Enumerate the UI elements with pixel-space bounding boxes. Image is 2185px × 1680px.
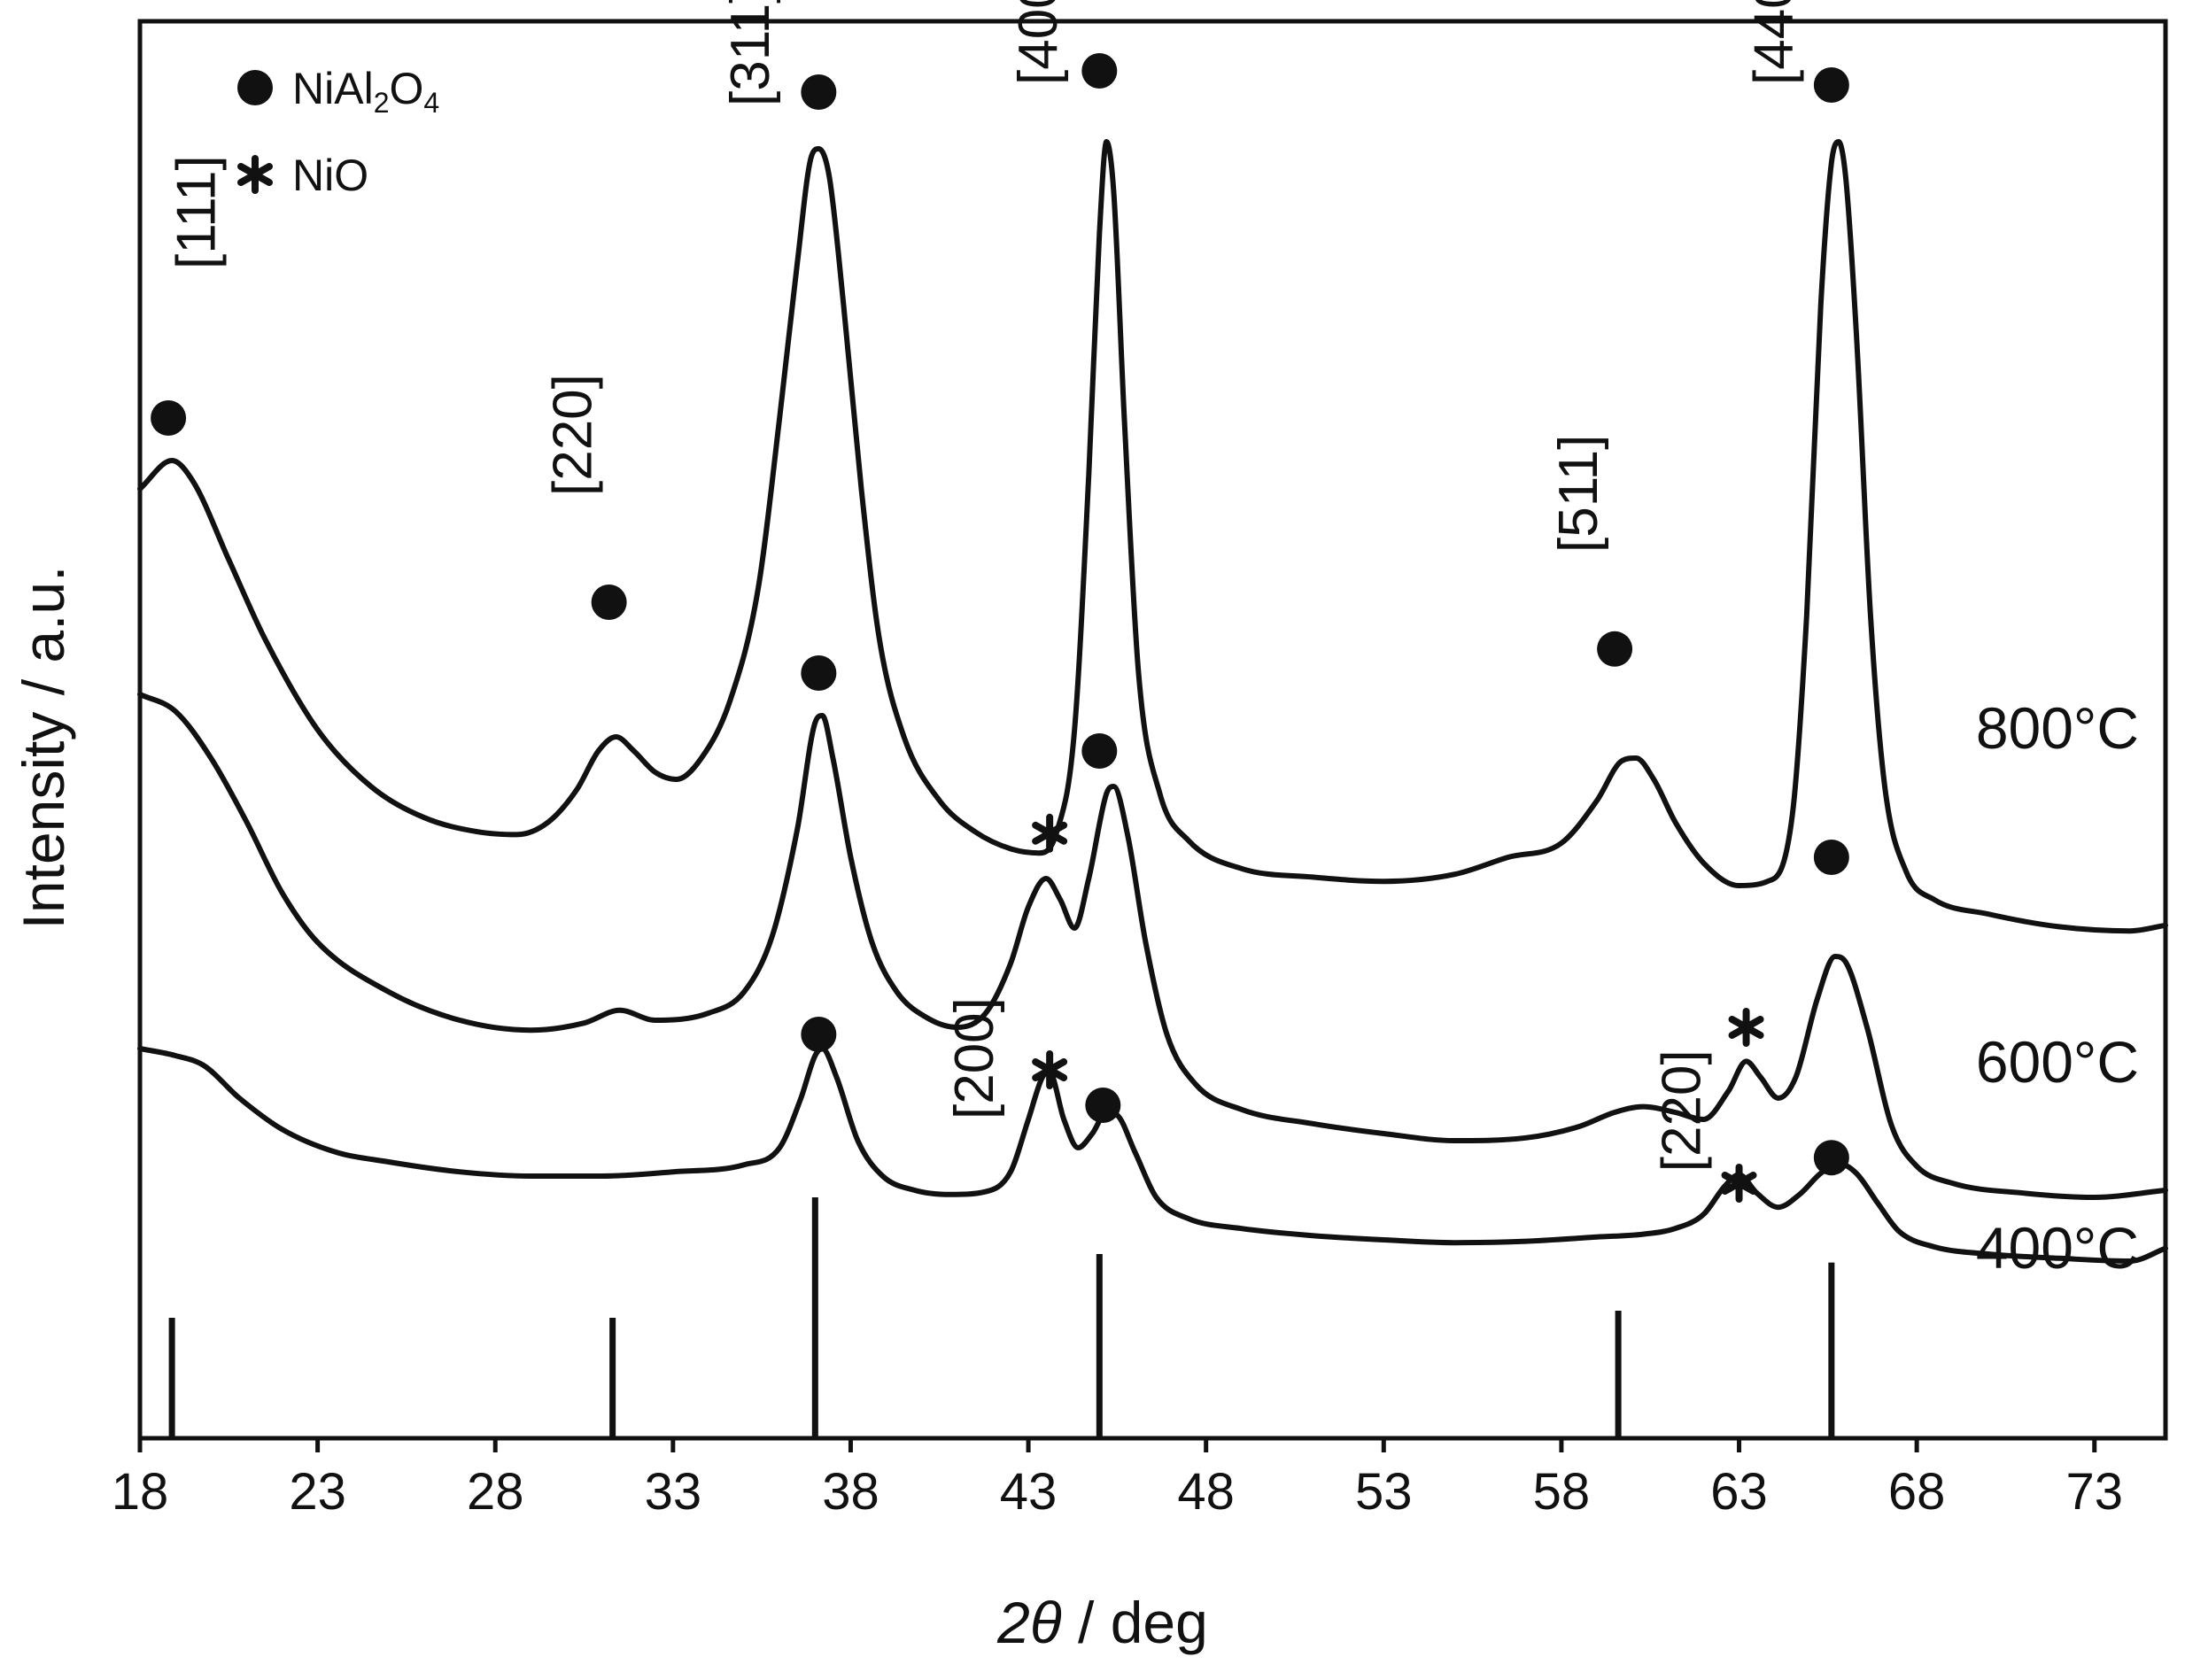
sample-label-400c: 400°C: [1976, 1215, 2139, 1281]
nial2o4-marker-10: [1085, 1088, 1121, 1123]
hkl-label-5: [440]: [1744, 0, 1805, 85]
x-tick-label-58: 58: [1533, 1463, 1591, 1521]
x-axis-ticks: 18 23 28 33 38 43 48 53 58 63 68 73: [112, 1438, 2123, 1521]
hkl-label-4: [511]: [1548, 435, 1609, 553]
legend-asterisk-icon: [237, 155, 273, 194]
reference-lines: [168, 1197, 1835, 1438]
nio-marker-1: [1728, 1008, 1764, 1047]
x-tick-label-28: 28: [467, 1463, 524, 1521]
hkl-label-7: [220]: [1651, 1049, 1712, 1172]
nial2o4-marker-5: [1813, 67, 1849, 103]
x-tick-label-43: 43: [1000, 1463, 1058, 1521]
nial2o4-marker-4: [1597, 631, 1633, 667]
nio-marker-2: [1032, 1050, 1068, 1089]
series-line-600c: [137, 692, 2168, 1200]
sample-label-800c: 800°C: [1976, 695, 2139, 761]
x-tick-label-73: 73: [2065, 1463, 2123, 1521]
nial2o4-marker-9: [801, 1017, 837, 1052]
legend-circle-marker-icon: [237, 70, 273, 105]
x-tick-label-18: 18: [112, 1463, 169, 1521]
nial2o4-marker-11: [1813, 1140, 1849, 1176]
hkl-label-1: [220]: [543, 374, 604, 496]
y-axis-title: Intensity / a.u.: [11, 566, 76, 930]
x-tick-label-53: 53: [1355, 1463, 1413, 1521]
nial2o4-marker-2: [801, 74, 837, 110]
hkl-label-3: [400]: [1008, 0, 1069, 85]
x-tick-label-33: 33: [645, 1463, 702, 1521]
hkl-label-2: [311]: [720, 0, 781, 106]
nio-marker-3: [1721, 1164, 1757, 1203]
x-tick-label-48: 48: [1177, 1463, 1235, 1521]
nial2o4-marker-0: [151, 400, 187, 436]
series-line-800c: [137, 139, 2168, 934]
x-tick-label-23: 23: [289, 1463, 346, 1521]
markers-group: [151, 53, 1849, 1203]
series-line-400c: [137, 1046, 2168, 1264]
nial2o4-marker-8: [1813, 840, 1849, 875]
nio-marker-0: [1032, 813, 1068, 853]
legend: NiAl2O4 NiO: [237, 64, 439, 200]
sample-label-600c: 600°C: [1976, 1029, 2139, 1095]
x-tick-label-63: 63: [1710, 1463, 1768, 1521]
x-tick-label-68: 68: [1888, 1463, 1946, 1521]
x-axis-title: 2θ / deg: [996, 1590, 1208, 1655]
x-tick-label-38: 38: [822, 1463, 879, 1521]
nial2o4-marker-3: [1081, 53, 1118, 89]
nial2o4-marker-7: [1081, 733, 1118, 769]
series-group: [137, 139, 2168, 1264]
nial2o4-marker-6: [801, 655, 837, 691]
hkl-label-0: [111]: [166, 155, 227, 269]
hkl-label-6: [200]: [944, 997, 1005, 1119]
legend-nio-label: NiO: [292, 151, 368, 200]
hkl-labels: [111] [220] [311] [400] [511] [440] [200] [220]: [166, 0, 1804, 1172]
nial2o4-marker-1: [591, 585, 627, 620]
legend-nial2o4-label: NiAl2O4: [292, 64, 439, 119]
plot-frame: [137, 19, 2168, 1441]
